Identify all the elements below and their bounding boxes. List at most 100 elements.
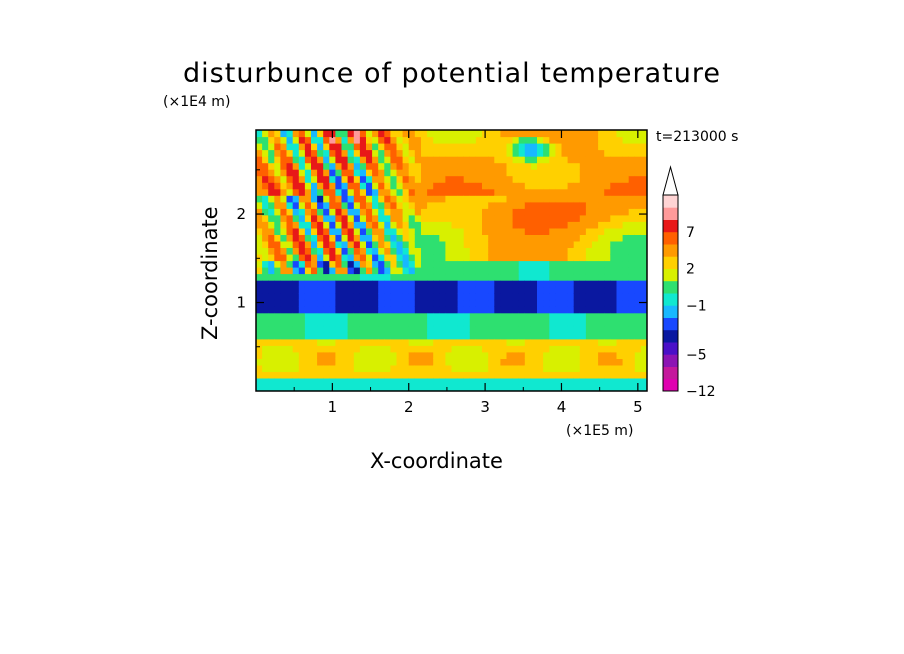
heatmap-cell [610,325,617,333]
heatmap-cell [366,280,373,288]
heatmap-cell [592,136,599,144]
colorbar-swatch [663,317,678,331]
heatmap-cell [262,273,269,281]
heatmap-cell [543,364,550,372]
heatmap-cell [634,280,642,288]
heatmap-cell [262,319,269,327]
heatmap-cell [524,195,532,203]
heatmap-cell [390,240,398,248]
heatmap-cell [555,175,563,183]
heatmap-cell [347,345,355,353]
heatmap-cell [384,325,391,333]
heatmap-cell [561,188,569,196]
heatmap-cell [408,306,416,314]
heatmap-cell [549,338,556,346]
heatmap-cell [311,221,318,229]
heatmap-cell [537,162,544,170]
heatmap-cell [414,182,422,190]
heatmap-cell [549,162,556,170]
heatmap-cell [421,254,428,262]
heatmap-cell [329,371,336,379]
heatmap-cell [262,338,269,346]
heatmap-cell [524,149,532,157]
heatmap-cell [634,201,642,209]
heatmap-cell [494,136,501,144]
heatmap-cell [469,371,477,379]
heatmap-cell [585,130,593,138]
heatmap-cell [433,162,440,170]
heatmap-cell [433,306,440,314]
heatmap-cell [579,306,587,314]
heatmap-cell [628,325,636,333]
heatmap-cell [408,312,416,320]
heatmap-cell [286,273,294,281]
heatmap-cell [579,351,587,359]
heatmap-cell [286,319,294,327]
heatmap-cell [353,384,361,391]
heatmap-cell [604,169,611,177]
heatmap-cell [567,358,575,366]
heatmap-cell [280,273,288,281]
heatmap-cell [451,188,459,196]
heatmap-cell [592,306,599,314]
heatmap-cell [640,234,647,242]
heatmap-cell [366,371,373,379]
heatmap-cell [359,240,367,248]
heatmap-cell [408,371,416,379]
heatmap-cell [469,325,477,333]
heatmap-cell [543,377,550,385]
heatmap-cell [549,130,556,138]
heatmap-cell [616,221,624,229]
heatmap-cell [457,214,465,222]
heatmap-cell [408,293,416,301]
heatmap-cell [335,377,343,385]
heatmap-cell [622,175,630,183]
heatmap-cell [445,377,453,385]
heatmap-cell [317,182,324,190]
heatmap-cell [304,345,312,353]
heatmap-cell [292,136,300,144]
heatmap-cell [628,280,636,288]
heatmap-cell [598,195,605,203]
heatmap-cell [402,234,410,242]
heatmap-cell [537,325,544,333]
heatmap-cell [268,143,275,151]
heatmap-cell [335,195,343,203]
heatmap-cell [494,306,501,314]
heatmap-cell [616,169,624,177]
heatmap-cell [537,338,544,346]
heatmap-cell [561,280,569,288]
heatmap-cell [329,293,336,301]
heatmap-cell [317,162,324,170]
heatmap-cell [482,273,489,281]
heatmap-cell [457,358,465,366]
heatmap-cell [592,156,599,164]
heatmap-cell [317,175,324,183]
heatmap-cell [414,293,422,301]
heatmap-cell [268,240,275,248]
heatmap-cell [408,267,416,275]
heatmap-cell [384,247,391,255]
heatmap-cell [262,247,269,255]
heatmap-cell [573,143,581,151]
heatmap-cell [286,280,294,288]
heatmap-cell [396,208,404,216]
heatmap-cell [311,306,318,314]
heatmap-cell [579,254,587,262]
heatmap-cell [292,143,300,151]
heatmap-cell [610,136,617,144]
heatmap-cell [311,162,318,170]
heatmap-cell [366,338,373,346]
heatmap-cell [433,254,440,262]
heatmap-cell [433,130,440,138]
heatmap-cell [598,377,605,385]
heatmap-cell [292,234,300,242]
heatmap-cell [329,201,336,209]
heatmap-cell [366,377,373,385]
heatmap-cell [359,371,367,379]
heatmap-cell [634,306,642,314]
heatmap-cell [537,214,544,222]
heatmap-cell [604,267,611,275]
heatmap-cell [512,345,520,353]
heatmap-cell [604,214,611,222]
